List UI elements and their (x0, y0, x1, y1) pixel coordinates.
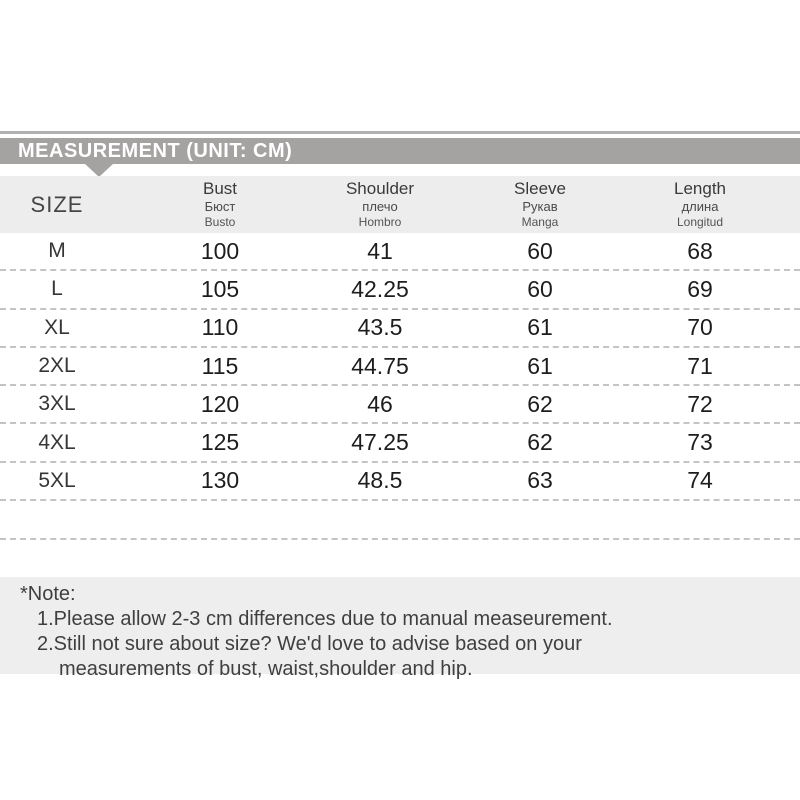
length-value: 73 (687, 429, 713, 456)
measurement-banner: MEASUREMENT (UNIT: CM) (0, 138, 800, 164)
shoulder-value: 44.75 (351, 352, 409, 379)
sleeve-value: 60 (527, 275, 553, 302)
header-cell-size: SIZE (0, 176, 114, 233)
length-value: 71 (687, 352, 713, 379)
note-line-2: 2.Still not sure about size? We'd love t… (37, 633, 582, 655)
sleeve-value: 63 (527, 467, 553, 494)
note-line-1: 1.Please allow 2-3 cm differences due to… (37, 608, 613, 630)
length-label: Length (674, 179, 726, 198)
length-value: 69 (687, 275, 713, 302)
length-label-spanish: Longitud (676, 215, 724, 229)
bust-label: Bust (202, 179, 238, 198)
header-cell-sleeve: Sleeve Рукав Manga (434, 176, 646, 233)
bust-label-spanish: Busto (204, 215, 236, 229)
table-row-empty (0, 501, 800, 540)
header-cell-shoulder: Shoulder плечо Hombro (326, 176, 434, 233)
table-row-4xl: 4XL 125 47.25 62 73 (0, 424, 800, 463)
table-row-3xl: 3XL 120 46 62 72 (0, 386, 800, 425)
note-section: *Note: 1.Please allow 2-3 cm differences… (0, 577, 800, 680)
bust-value: 100 (200, 237, 240, 264)
shoulder-label-russian: плечо (362, 199, 398, 214)
table-row-xl: XL 110 43.5 61 70 (0, 310, 800, 348)
note-title: *Note: (20, 583, 76, 605)
bust-value: 125 (200, 429, 240, 456)
sleeve-value: 61 (527, 352, 553, 379)
size-value: XL (44, 315, 70, 339)
size-value: M (48, 239, 66, 263)
table-row-m: M 100 41 60 68 (0, 233, 800, 272)
length-value: 68 (687, 237, 713, 264)
size-column-label: SIZE (30, 191, 84, 217)
banner-pointer-triangle-icon (84, 163, 114, 177)
bust-value: 130 (200, 467, 240, 494)
sleeve-label-russian: Рукав (522, 199, 558, 214)
shoulder-value: 42.25 (351, 275, 409, 302)
bust-label-russian: Бюст (204, 199, 236, 214)
sleeve-label-spanish: Manga (521, 215, 559, 229)
bust-value: 120 (200, 390, 240, 417)
table-body: M 100 41 60 68 L 105 42.25 60 69 XL 110 … (0, 233, 800, 540)
length-value: 74 (687, 467, 713, 494)
shoulder-label: Shoulder (345, 179, 415, 198)
table-row-2xl: 2XL 115 44.75 61 71 (0, 348, 800, 387)
size-value: 5XL (38, 468, 76, 492)
bust-value: 105 (200, 275, 240, 302)
size-value: 4XL (38, 430, 76, 454)
size-value: 3XL (38, 392, 76, 416)
length-value: 72 (687, 390, 713, 417)
shoulder-value: 47.25 (351, 429, 409, 456)
bust-value: 110 (201, 314, 239, 341)
shoulder-value: 46 (367, 390, 393, 417)
table-row-l: L 105 42.25 60 69 (0, 271, 800, 310)
shoulder-value: 43.5 (357, 314, 403, 341)
shoulder-value: 48.5 (357, 467, 403, 494)
length-label-russian: длина (681, 199, 719, 214)
sleeve-value: 61 (527, 314, 553, 341)
banner-title: MEASUREMENT (UNIT: CM) (18, 140, 293, 162)
bust-value: 115 (201, 352, 239, 379)
table-row-5xl: 5XL 130 48.5 63 74 (0, 463, 800, 502)
sleeve-label: Sleeve (514, 179, 566, 198)
table-header-row: SIZE Bust Бюст Busto Shoulder плечо Homb… (0, 176, 800, 233)
length-value: 70 (687, 314, 713, 341)
top-divider-line (0, 131, 800, 134)
sleeve-value: 60 (527, 237, 553, 264)
note-line-3: measurements of bust, waist,shoulder and… (59, 658, 473, 680)
header-cell-length: Length длина Longitud (646, 176, 754, 233)
size-value: 2XL (38, 354, 76, 378)
sleeve-value: 62 (527, 429, 553, 456)
shoulder-value: 41 (367, 237, 393, 264)
size-value: L (51, 277, 63, 301)
shoulder-label-spanish: Hombro (358, 215, 402, 229)
sleeve-value: 62 (527, 390, 553, 417)
header-cell-bust: Bust Бюст Busto (114, 176, 326, 233)
